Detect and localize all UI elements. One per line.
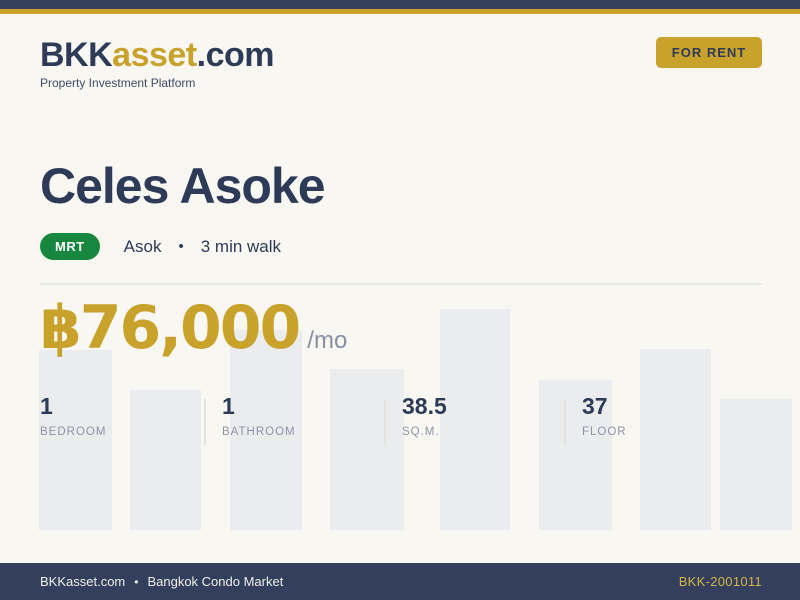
top-accent-bar <box>0 0 800 9</box>
skyline-bar <box>230 330 302 530</box>
footer-brand: BKKasset.com <box>40 574 126 589</box>
transit-info-row: MRT Asok • 3 min walk <box>40 233 281 260</box>
stat-divider <box>384 399 386 445</box>
footer-market: Bangkok Condo Market <box>147 574 284 589</box>
stat-label: BEDROOM <box>40 426 107 438</box>
skyline-bar <box>440 309 510 530</box>
gold-accent-stripe <box>0 9 800 14</box>
stat-label: FLOOR <box>582 426 627 438</box>
stat-divider <box>204 399 206 445</box>
section-divider <box>40 283 762 285</box>
for-rent-badge[interactable]: FOR RENT <box>656 37 762 68</box>
footer-bar: BKKasset.com • Bangkok Condo Market BKK-… <box>0 563 800 600</box>
page-title: Celes Asoke <box>40 158 326 214</box>
footer-left: BKKasset.com • Bangkok Condo Market <box>40 574 283 589</box>
site-logo[interactable]: BKKasset.com <box>40 36 275 75</box>
logo-part-asset: asset <box>112 36 197 74</box>
stat-bedroom: 1 BEDROOM <box>40 394 106 438</box>
skyline-bar <box>330 369 404 530</box>
stat-label: SQ.M. <box>402 426 440 438</box>
skyline-bar <box>720 399 792 530</box>
stat-value: 1 <box>40 393 53 419</box>
station-name: Asok <box>123 236 162 256</box>
mrt-badge: MRT <box>40 233 100 260</box>
stat-bathroom: 1 BATHROOM <box>222 394 296 438</box>
logo-part-bkk: BKK <box>40 36 113 74</box>
stat-label: BATHROOM <box>222 426 296 438</box>
skyline-bar <box>39 350 112 530</box>
walk-time: 3 min walk <box>200 236 282 256</box>
stat-divider <box>564 399 566 445</box>
price-period: /mo <box>307 327 348 354</box>
brand-tagline: Property Investment Platform <box>40 76 196 90</box>
bullet-separator: • <box>178 238 184 255</box>
listing-code: BKK-2001011 <box>678 574 762 589</box>
stat-size: 38.5 SQ.M. <box>402 394 447 438</box>
stat-value: 1 <box>222 393 235 419</box>
stat-floor: 37 FLOOR <box>582 394 627 438</box>
skyline-bar <box>130 390 201 530</box>
stat-value: 37 <box>582 393 608 419</box>
footer-bullet: • <box>134 574 139 589</box>
logo-part-com: .com <box>196 36 275 74</box>
price-row: ฿76,000 /mo <box>40 288 347 368</box>
stat-value: 38.5 <box>402 393 447 419</box>
skyline-bar <box>640 349 711 530</box>
price-amount: ฿76,000 <box>40 293 301 363</box>
skyline-bar <box>539 380 612 530</box>
